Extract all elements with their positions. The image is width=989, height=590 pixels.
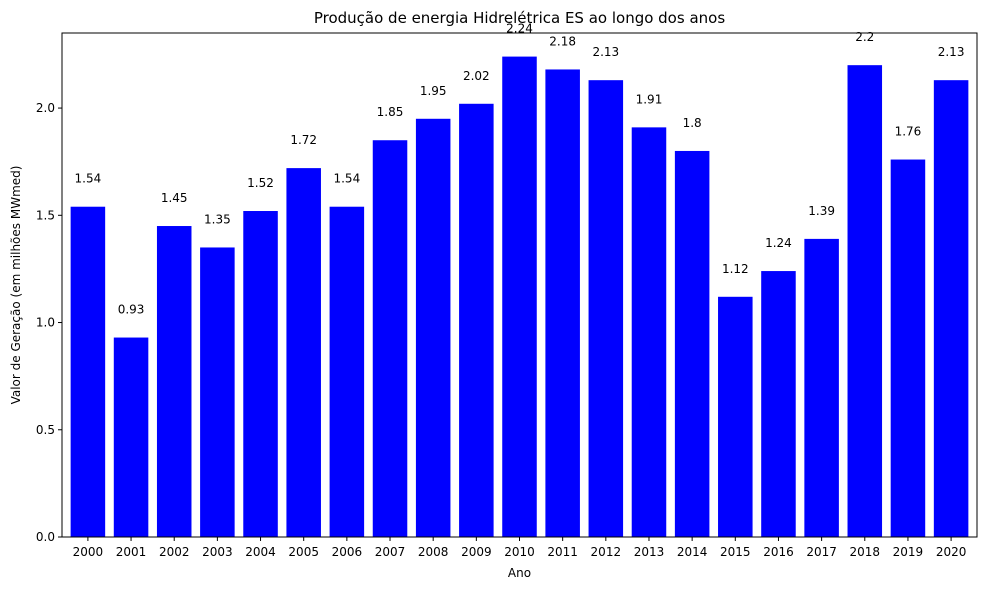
data-label-2008: 1.95	[420, 84, 447, 98]
y-axis-label: Valor de Geração (em milhões MWmed)	[9, 166, 23, 405]
data-label-2000: 1.54	[75, 172, 102, 186]
bar-2017	[804, 238, 839, 538]
bar-2008	[415, 118, 451, 537]
data-label-2014: 1.8	[683, 116, 702, 130]
x-tick-label-2016: 2016	[763, 545, 794, 559]
y-tick-label-1.5: 1.5	[36, 208, 55, 222]
bar-2012	[588, 80, 624, 537]
data-label-2005: 1.72	[290, 133, 317, 147]
x-tick-label-2019: 2019	[893, 545, 924, 559]
x-tick-label-2014: 2014	[677, 545, 708, 559]
x-tick-label-2004: 2004	[245, 545, 276, 559]
data-label-2018: 2.2	[855, 30, 874, 44]
bar-2014	[674, 150, 710, 537]
data-label-2012: 2.13	[592, 45, 619, 59]
bar-2019	[890, 159, 926, 537]
x-tick-label-2009: 2009	[461, 545, 492, 559]
chart-title: Produção de energia Hidrelétrica ES ao l…	[314, 9, 725, 27]
data-label-2001: 0.93	[118, 303, 145, 317]
data-label-2019: 1.76	[895, 125, 922, 139]
data-label-2002: 1.45	[161, 191, 188, 205]
y-tick-label-2.0: 2.0	[36, 101, 55, 115]
data-label-2009: 2.02	[463, 69, 490, 83]
y-tick-label-0.0: 0.0	[36, 530, 55, 544]
bar-2011	[545, 69, 580, 538]
bar-2003	[200, 247, 235, 537]
bar-2000	[70, 206, 106, 537]
data-label-2011: 2.18	[549, 34, 576, 48]
x-tick-label-2000: 2000	[73, 545, 104, 559]
y-axis-ticks: 0.0 0.5 1.0 1.5 2.0	[36, 101, 62, 544]
data-label-2004: 1.52	[247, 176, 274, 190]
data-label-2006: 1.54	[333, 172, 360, 186]
x-tick-label-2006: 2006	[332, 545, 363, 559]
y-tick-label-0.5: 0.5	[36, 423, 55, 437]
bar-2016	[761, 271, 796, 537]
bar-2002	[156, 226, 192, 537]
bar-2015	[718, 296, 753, 537]
data-label-2016: 1.24	[765, 236, 792, 250]
bar-2001	[113, 337, 149, 537]
x-tick-label-2002: 2002	[159, 545, 190, 559]
x-tick-label-2011: 2011	[547, 545, 578, 559]
data-labels-group: 1.54 0.93 1.45 1.35 1.52 1.72 1.54 1.85 1.95 2.02…	[75, 22, 965, 317]
data-label-2007: 1.85	[377, 105, 404, 119]
bar-2005	[286, 168, 321, 537]
x-axis-ticks: 2000 2001 2002 2003 2004 2005 2006 2007 2008 2009…	[73, 537, 967, 559]
bar-2006	[329, 206, 365, 537]
bar-2010	[502, 56, 537, 537]
x-tick-label-2005: 2005	[288, 545, 319, 559]
data-label-2017: 1.39	[808, 204, 835, 218]
bar-2020	[933, 80, 969, 537]
x-tick-label-2003: 2003	[202, 545, 233, 559]
bar-2013	[631, 127, 667, 537]
y-tick-label-1.0: 1.0	[36, 316, 55, 330]
x-tick-label-2013: 2013	[634, 545, 665, 559]
data-label-2020: 2.13	[938, 45, 965, 59]
data-label-2003: 1.35	[204, 212, 231, 226]
x-tick-label-2010: 2010	[504, 545, 535, 559]
data-label-2013: 1.91	[636, 92, 663, 106]
x-tick-label-2007: 2007	[375, 545, 406, 559]
x-tick-label-2018: 2018	[850, 545, 881, 559]
bar-2018	[847, 65, 883, 537]
bars-group	[70, 56, 969, 538]
bar-2009	[459, 103, 494, 537]
data-label-2010: 2.24	[506, 22, 533, 36]
x-tick-label-2020: 2020	[936, 545, 967, 559]
x-tick-label-2012: 2012	[591, 545, 622, 559]
x-tick-label-2015: 2015	[720, 545, 751, 559]
data-label-2015: 1.12	[722, 262, 749, 276]
bar-2004	[243, 211, 278, 537]
bar-2007	[372, 140, 408, 537]
x-tick-label-2001: 2001	[116, 545, 147, 559]
x-tick-label-2017: 2017	[806, 545, 837, 559]
x-tick-label-2008: 2008	[418, 545, 449, 559]
x-axis-label: Ano	[508, 566, 531, 580]
